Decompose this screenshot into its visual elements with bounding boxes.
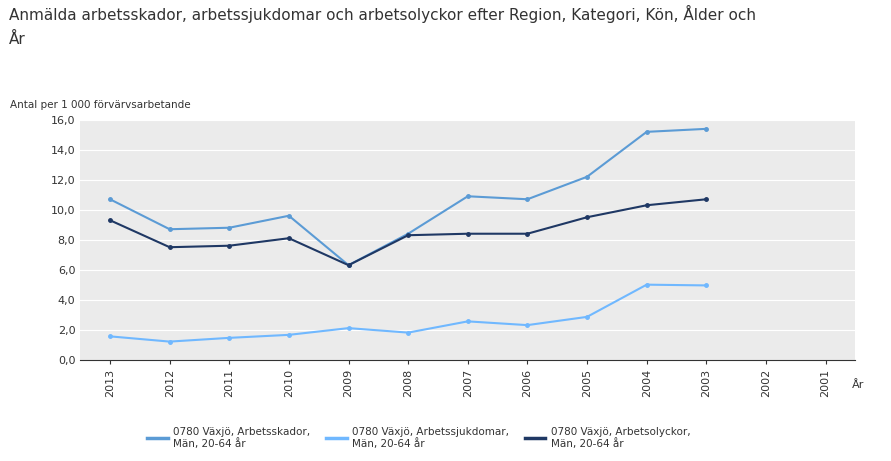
0780 Växjö, Arbetsolyckor,
Män, 20-64 år bbox=[343, 262, 354, 268]
0780 Växjö, Arbetsolyckor,
Män, 20-64 år bbox=[104, 218, 115, 223]
0780 Växjö, Arbetsolyckor,
Män, 20-64 år bbox=[642, 202, 652, 208]
0780 Växjö, Arbetssjukdomar,
Män, 20-64 år bbox=[343, 325, 354, 331]
0780 Växjö, Arbetsolyckor,
Män, 20-64 år bbox=[462, 231, 473, 236]
0780 Växjö, Arbetsskador,
Män, 20-64 år bbox=[403, 231, 413, 236]
0780 Växjö, Arbetssjukdomar,
Män, 20-64 år bbox=[403, 330, 413, 336]
0780 Växjö, Arbetsskador,
Män, 20-64 år bbox=[642, 129, 652, 135]
0780 Växjö, Arbetssjukdomar,
Män, 20-64 år bbox=[283, 332, 294, 337]
0780 Växjö, Arbetsskador,
Män, 20-64 år bbox=[343, 262, 354, 268]
0780 Växjö, Arbetsolyckor,
Män, 20-64 år bbox=[582, 214, 593, 220]
0780 Växjö, Arbetsskador,
Män, 20-64 år bbox=[224, 225, 234, 230]
0780 Växjö, Arbetssjukdomar,
Män, 20-64 år bbox=[582, 314, 593, 319]
0780 Växjö, Arbetsolyckor,
Män, 20-64 år bbox=[701, 196, 712, 202]
0780 Växjö, Arbetsskador,
Män, 20-64 år bbox=[462, 194, 473, 199]
0780 Växjö, Arbetsskador,
Män, 20-64 år bbox=[283, 213, 294, 219]
0780 Växjö, Arbetssjukdomar,
Män, 20-64 år bbox=[104, 334, 115, 339]
Line: 0780 Växjö, Arbetsskador,
Män, 20-64 år: 0780 Växjö, Arbetsskador, Män, 20-64 år bbox=[109, 127, 708, 267]
0780 Växjö, Arbetssjukdomar,
Män, 20-64 år bbox=[701, 283, 712, 288]
0780 Växjö, Arbetssjukdomar,
Män, 20-64 år bbox=[522, 322, 533, 328]
Text: År: År bbox=[9, 32, 26, 47]
Text: Anmälda arbetsskador, arbetssjukdomar och arbetsolyckor efter Region, Kategori, : Anmälda arbetsskador, arbetssjukdomar oc… bbox=[9, 5, 756, 23]
0780 Växjö, Arbetsolyckor,
Män, 20-64 år bbox=[224, 243, 234, 248]
Line: 0780 Växjö, Arbetsolyckor,
Män, 20-64 år: 0780 Växjö, Arbetsolyckor, Män, 20-64 år bbox=[109, 197, 708, 267]
0780 Växjö, Arbetsskador,
Män, 20-64 år bbox=[104, 196, 115, 202]
0780 Växjö, Arbetsskador,
Män, 20-64 år bbox=[522, 196, 533, 202]
Legend: 0780 Växjö, Arbetsskador,
Män, 20-64 år, 0780 Växjö, Arbetssjukdomar,
Män, 20-64: 0780 Växjö, Arbetsskador, Män, 20-64 år,… bbox=[143, 422, 694, 454]
0780 Växjö, Arbetssjukdomar,
Män, 20-64 år bbox=[642, 282, 652, 288]
0780 Växjö, Arbetssjukdomar,
Män, 20-64 år bbox=[164, 339, 175, 344]
0780 Växjö, Arbetssjukdomar,
Män, 20-64 år bbox=[224, 335, 234, 341]
Text: Antal per 1 000 förvärvsarbetande: Antal per 1 000 förvärvsarbetande bbox=[11, 100, 191, 110]
0780 Växjö, Arbetsolyckor,
Män, 20-64 år bbox=[164, 244, 175, 250]
0780 Växjö, Arbetsolyckor,
Män, 20-64 år bbox=[403, 232, 413, 238]
0780 Växjö, Arbetsskador,
Män, 20-64 år bbox=[164, 226, 175, 232]
0780 Växjö, Arbetsskador,
Män, 20-64 år bbox=[701, 126, 712, 132]
0780 Växjö, Arbetsolyckor,
Män, 20-64 år bbox=[283, 236, 294, 241]
0780 Växjö, Arbetsolyckor,
Män, 20-64 år bbox=[522, 231, 533, 236]
0780 Växjö, Arbetsskador,
Män, 20-64 år bbox=[582, 174, 593, 180]
Line: 0780 Växjö, Arbetssjukdomar,
Män, 20-64 år: 0780 Växjö, Arbetssjukdomar, Män, 20-64 … bbox=[109, 283, 708, 343]
Text: År: År bbox=[852, 379, 864, 390]
0780 Växjö, Arbetssjukdomar,
Män, 20-64 år bbox=[462, 319, 473, 324]
